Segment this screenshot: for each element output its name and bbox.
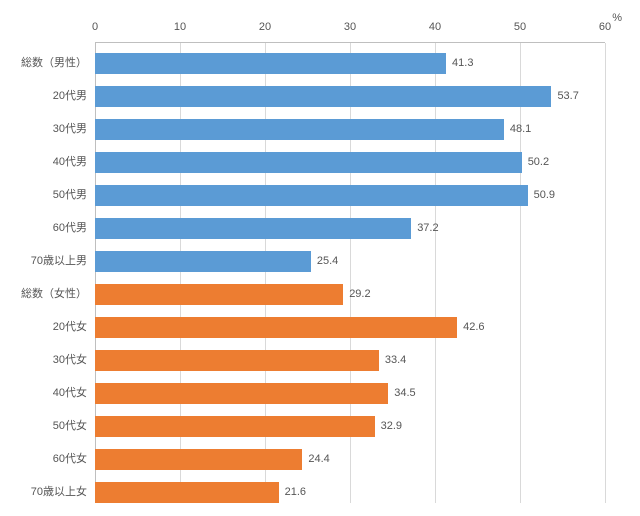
category-label: 60代女 — [53, 450, 87, 466]
value-label: 53.7 — [557, 90, 578, 102]
bar-row: 50.2 — [95, 152, 522, 173]
x-tick-label: 40 — [429, 21, 441, 33]
bar-chart: % 0 10 20 30 40 50 60 41.3 53.7 48.1 50.2 50.9 37.2 2… — [0, 0, 640, 516]
category-label: 60代男 — [53, 219, 87, 235]
x-tick-label: 30 — [344, 21, 356, 33]
category-label: 20代男 — [53, 87, 87, 103]
bar-row: 50.9 — [95, 185, 528, 206]
bar-row: 53.7 — [95, 86, 551, 107]
category-label: 50代男 — [53, 186, 87, 202]
bar — [95, 185, 528, 206]
category-label: 30代女 — [53, 351, 87, 367]
value-label: 34.5 — [394, 387, 415, 399]
unit-label: % — [612, 12, 622, 24]
bar-row: 29.2 — [95, 284, 343, 305]
x-tick-label: 60 — [599, 21, 611, 33]
value-label: 48.1 — [510, 123, 531, 135]
value-label: 50.2 — [528, 156, 549, 168]
gridline — [520, 43, 521, 503]
category-label: 40代男 — [53, 153, 87, 169]
bar — [95, 416, 375, 437]
bar-row: 34.5 — [95, 383, 388, 404]
x-tick-label: 0 — [92, 21, 98, 33]
value-label: 50.9 — [534, 189, 555, 201]
value-label: 21.6 — [285, 486, 306, 498]
bar — [95, 251, 311, 272]
gridline — [435, 43, 436, 503]
bar — [95, 383, 388, 404]
bar — [95, 218, 411, 239]
bar — [95, 119, 504, 140]
bar-row: 32.9 — [95, 416, 375, 437]
bar — [95, 482, 279, 503]
bar-row: 41.3 — [95, 53, 446, 74]
category-label: 70歳以上男 — [31, 252, 87, 268]
bar-row: 42.6 — [95, 317, 457, 338]
plot-area: 010203040506041.353.748.150.250.937.225.… — [95, 42, 605, 503]
value-label: 41.3 — [452, 57, 473, 69]
bar-row: 25.4 — [95, 251, 311, 272]
bar-row: 48.1 — [95, 119, 504, 140]
category-label: 40代女 — [53, 384, 87, 400]
x-tick-label: 20 — [259, 21, 271, 33]
bar-row: 33.4 — [95, 350, 379, 371]
category-label: 70歳以上女 — [31, 483, 87, 499]
category-label: 30代男 — [53, 120, 87, 136]
gridline — [605, 43, 606, 503]
category-label: 総数（女性） — [21, 285, 87, 301]
value-label: 33.4 — [385, 354, 406, 366]
bar — [95, 53, 446, 74]
category-label: 50代女 — [53, 417, 87, 433]
value-label: 32.9 — [381, 420, 402, 432]
category-label: 20代女 — [53, 318, 87, 334]
value-label: 29.2 — [349, 288, 370, 300]
bar — [95, 317, 457, 338]
bar-row: 24.4 — [95, 449, 302, 470]
bar — [95, 350, 379, 371]
bar — [95, 86, 551, 107]
x-tick-label: 50 — [514, 21, 526, 33]
bar-row: 37.2 — [95, 218, 411, 239]
value-label: 24.4 — [308, 453, 329, 465]
bar — [95, 152, 522, 173]
bar — [95, 449, 302, 470]
value-label: 37.2 — [417, 222, 438, 234]
x-tick-label: 10 — [174, 21, 186, 33]
bar-row: 21.6 — [95, 482, 279, 503]
bar — [95, 284, 343, 305]
value-label: 42.6 — [463, 321, 484, 333]
category-label: 総数（男性） — [21, 54, 87, 70]
value-label: 25.4 — [317, 255, 338, 267]
